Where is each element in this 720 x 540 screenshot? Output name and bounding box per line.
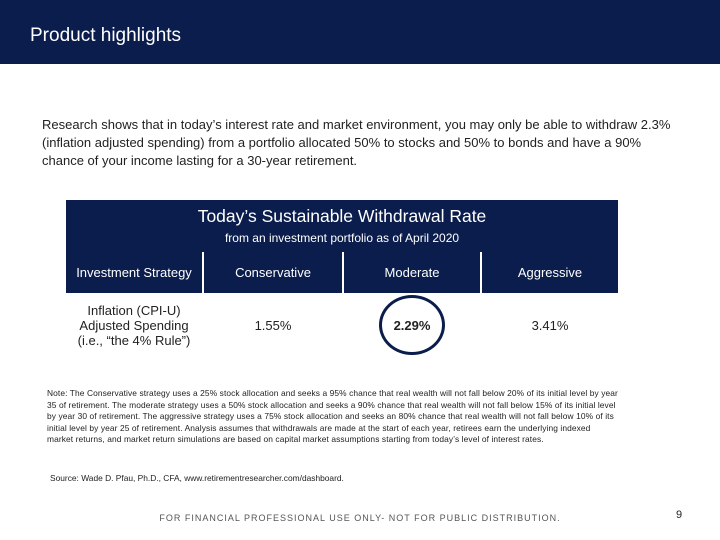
- column-header: Conservative: [204, 252, 342, 293]
- note: Note: The Conservative strategy uses a 2…: [47, 388, 618, 444]
- table-heading: Today’s Sustainable Withdrawal Rate from…: [66, 200, 618, 252]
- column-header: Investment Strategy: [66, 252, 202, 293]
- column-header: Aggressive: [482, 252, 618, 293]
- highlight-circle: 2.29%: [379, 295, 445, 355]
- table-cell: 1.55%: [204, 295, 342, 355]
- table-cell: 2.29%: [344, 295, 480, 355]
- column-header: Moderate: [344, 252, 480, 293]
- table-subtitle: from an investment portfolio as of April…: [224, 231, 460, 245]
- page-number: 9: [676, 509, 683, 521]
- source: Source: Wade D. Pfau, Ph.D., CFA, www.re…: [50, 473, 344, 483]
- table-cell: 3.41%: [482, 295, 618, 355]
- intro-text: Research shows that in today’s interest …: [42, 117, 671, 168]
- table-title: Today’s Sustainable Withdrawal Rate: [197, 206, 487, 226]
- footer: FOR FINANCIAL PROFESSIONAL USE ONLY- NOT…: [159, 513, 561, 523]
- header-bar: [0, 0, 720, 64]
- slide-title: Product highlights: [30, 25, 182, 46]
- row-label: Inflation (CPI-U) Adjusted Spending (i.e…: [66, 295, 202, 355]
